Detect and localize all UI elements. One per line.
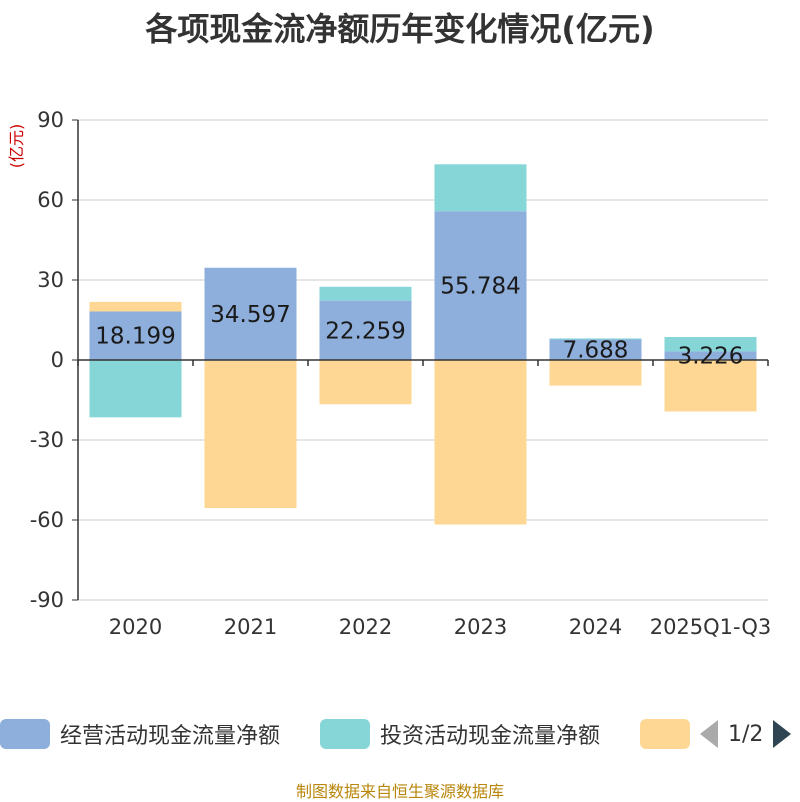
data-label-operating: 3.226 bbox=[678, 344, 744, 370]
legend-page-indicator: 1/2 bbox=[728, 721, 764, 747]
chart-title: 各项现金流净额历年变化情况(亿元) bbox=[145, 10, 655, 48]
bar-s2-2021[interactable] bbox=[204, 360, 297, 508]
bars bbox=[89, 164, 757, 525]
bar-s2-2025Q1-Q3[interactable] bbox=[664, 360, 757, 412]
data-label-operating: 18.199 bbox=[95, 324, 175, 350]
legend-prev-page-icon[interactable] bbox=[700, 720, 718, 748]
data-label-operating: 34.597 bbox=[210, 302, 290, 328]
data-label-operating: 55.784 bbox=[440, 274, 520, 300]
y-tick-label: 30 bbox=[37, 268, 64, 292]
bar-s2-2023[interactable] bbox=[434, 360, 527, 525]
legend-label-investing: 投资活动现金流量净额 bbox=[380, 724, 601, 749]
y-tick-label: -90 bbox=[30, 588, 64, 612]
data-labels: 18.199 34.597 22.259 55.784 7.688 3.226 bbox=[95, 274, 743, 370]
bar-s2-2020[interactable] bbox=[89, 301, 182, 312]
data-label-operating: 22.259 bbox=[325, 318, 405, 344]
bar-s1-2020[interactable] bbox=[89, 360, 182, 418]
bar-s1-2025Q1-Q3[interactable] bbox=[664, 336, 757, 352]
legend-item-financing[interactable] bbox=[640, 716, 690, 752]
source-note: 制图数据来自恒生聚源数据库 bbox=[295, 782, 504, 801]
bar-s0-2021[interactable] bbox=[204, 267, 297, 360]
legend-item-investing[interactable]: 投资活动现金流量净额 bbox=[320, 716, 600, 752]
x-tick-label: 2022 bbox=[339, 615, 392, 639]
legend-item-operating[interactable]: 经营活动现金流量净额 bbox=[0, 716, 280, 752]
bar-s1-2022[interactable] bbox=[319, 286, 412, 301]
y-tick-label: 0 bbox=[51, 348, 64, 372]
y-tick-label: -60 bbox=[30, 508, 64, 532]
chart-plot: 90 60 30 0 -30 -60 -90 2020 2021 2022 2023 2024 2025… bbox=[7, 108, 772, 639]
x-tick-label: 2024 bbox=[569, 615, 622, 639]
legend-next-page-icon[interactable] bbox=[773, 720, 792, 748]
bar-s2-2024[interactable] bbox=[549, 360, 642, 386]
data-label-operating: 7.688 bbox=[563, 338, 629, 364]
x-tick-label: 2025Q1-Q3 bbox=[650, 615, 772, 639]
grid-lines bbox=[78, 119, 768, 601]
legend-label-operating: 经营活动现金流量净额 bbox=[60, 724, 281, 749]
bar-s0-2025Q1-Q3[interactable] bbox=[664, 351, 757, 360]
legend: 经营活动现金流量净额 投资活动现金流量净额 bbox=[0, 716, 800, 756]
legend-swatch-operating bbox=[0, 719, 50, 749]
legend-swatch-financing bbox=[640, 719, 690, 749]
bar-s0-2024[interactable] bbox=[549, 339, 642, 360]
x-tick-label: 2023 bbox=[454, 615, 507, 639]
y-tick-label: 90 bbox=[37, 108, 64, 132]
bar-s0-2023[interactable] bbox=[434, 211, 527, 360]
legend-pager: 1/2 bbox=[700, 716, 792, 752]
x-tick-label: 2020 bbox=[109, 615, 162, 639]
legend-swatch-investing bbox=[320, 719, 370, 749]
axes: 90 60 30 0 -30 -60 -90 2020 2021 2022 2023 2024 2025… bbox=[30, 108, 772, 639]
y-tick-label: -30 bbox=[30, 428, 64, 452]
bar-s0-2022[interactable] bbox=[319, 300, 412, 360]
y-axis-unit-label: (亿元) bbox=[7, 124, 26, 169]
bar-s2-2022[interactable] bbox=[319, 360, 412, 405]
bar-s0-2020[interactable] bbox=[89, 311, 182, 360]
x-tick-label: 2021 bbox=[224, 615, 277, 639]
y-tick-label: 60 bbox=[37, 188, 64, 212]
bar-s1-2024[interactable] bbox=[549, 338, 642, 340]
bar-s1-2023[interactable] bbox=[434, 164, 527, 212]
